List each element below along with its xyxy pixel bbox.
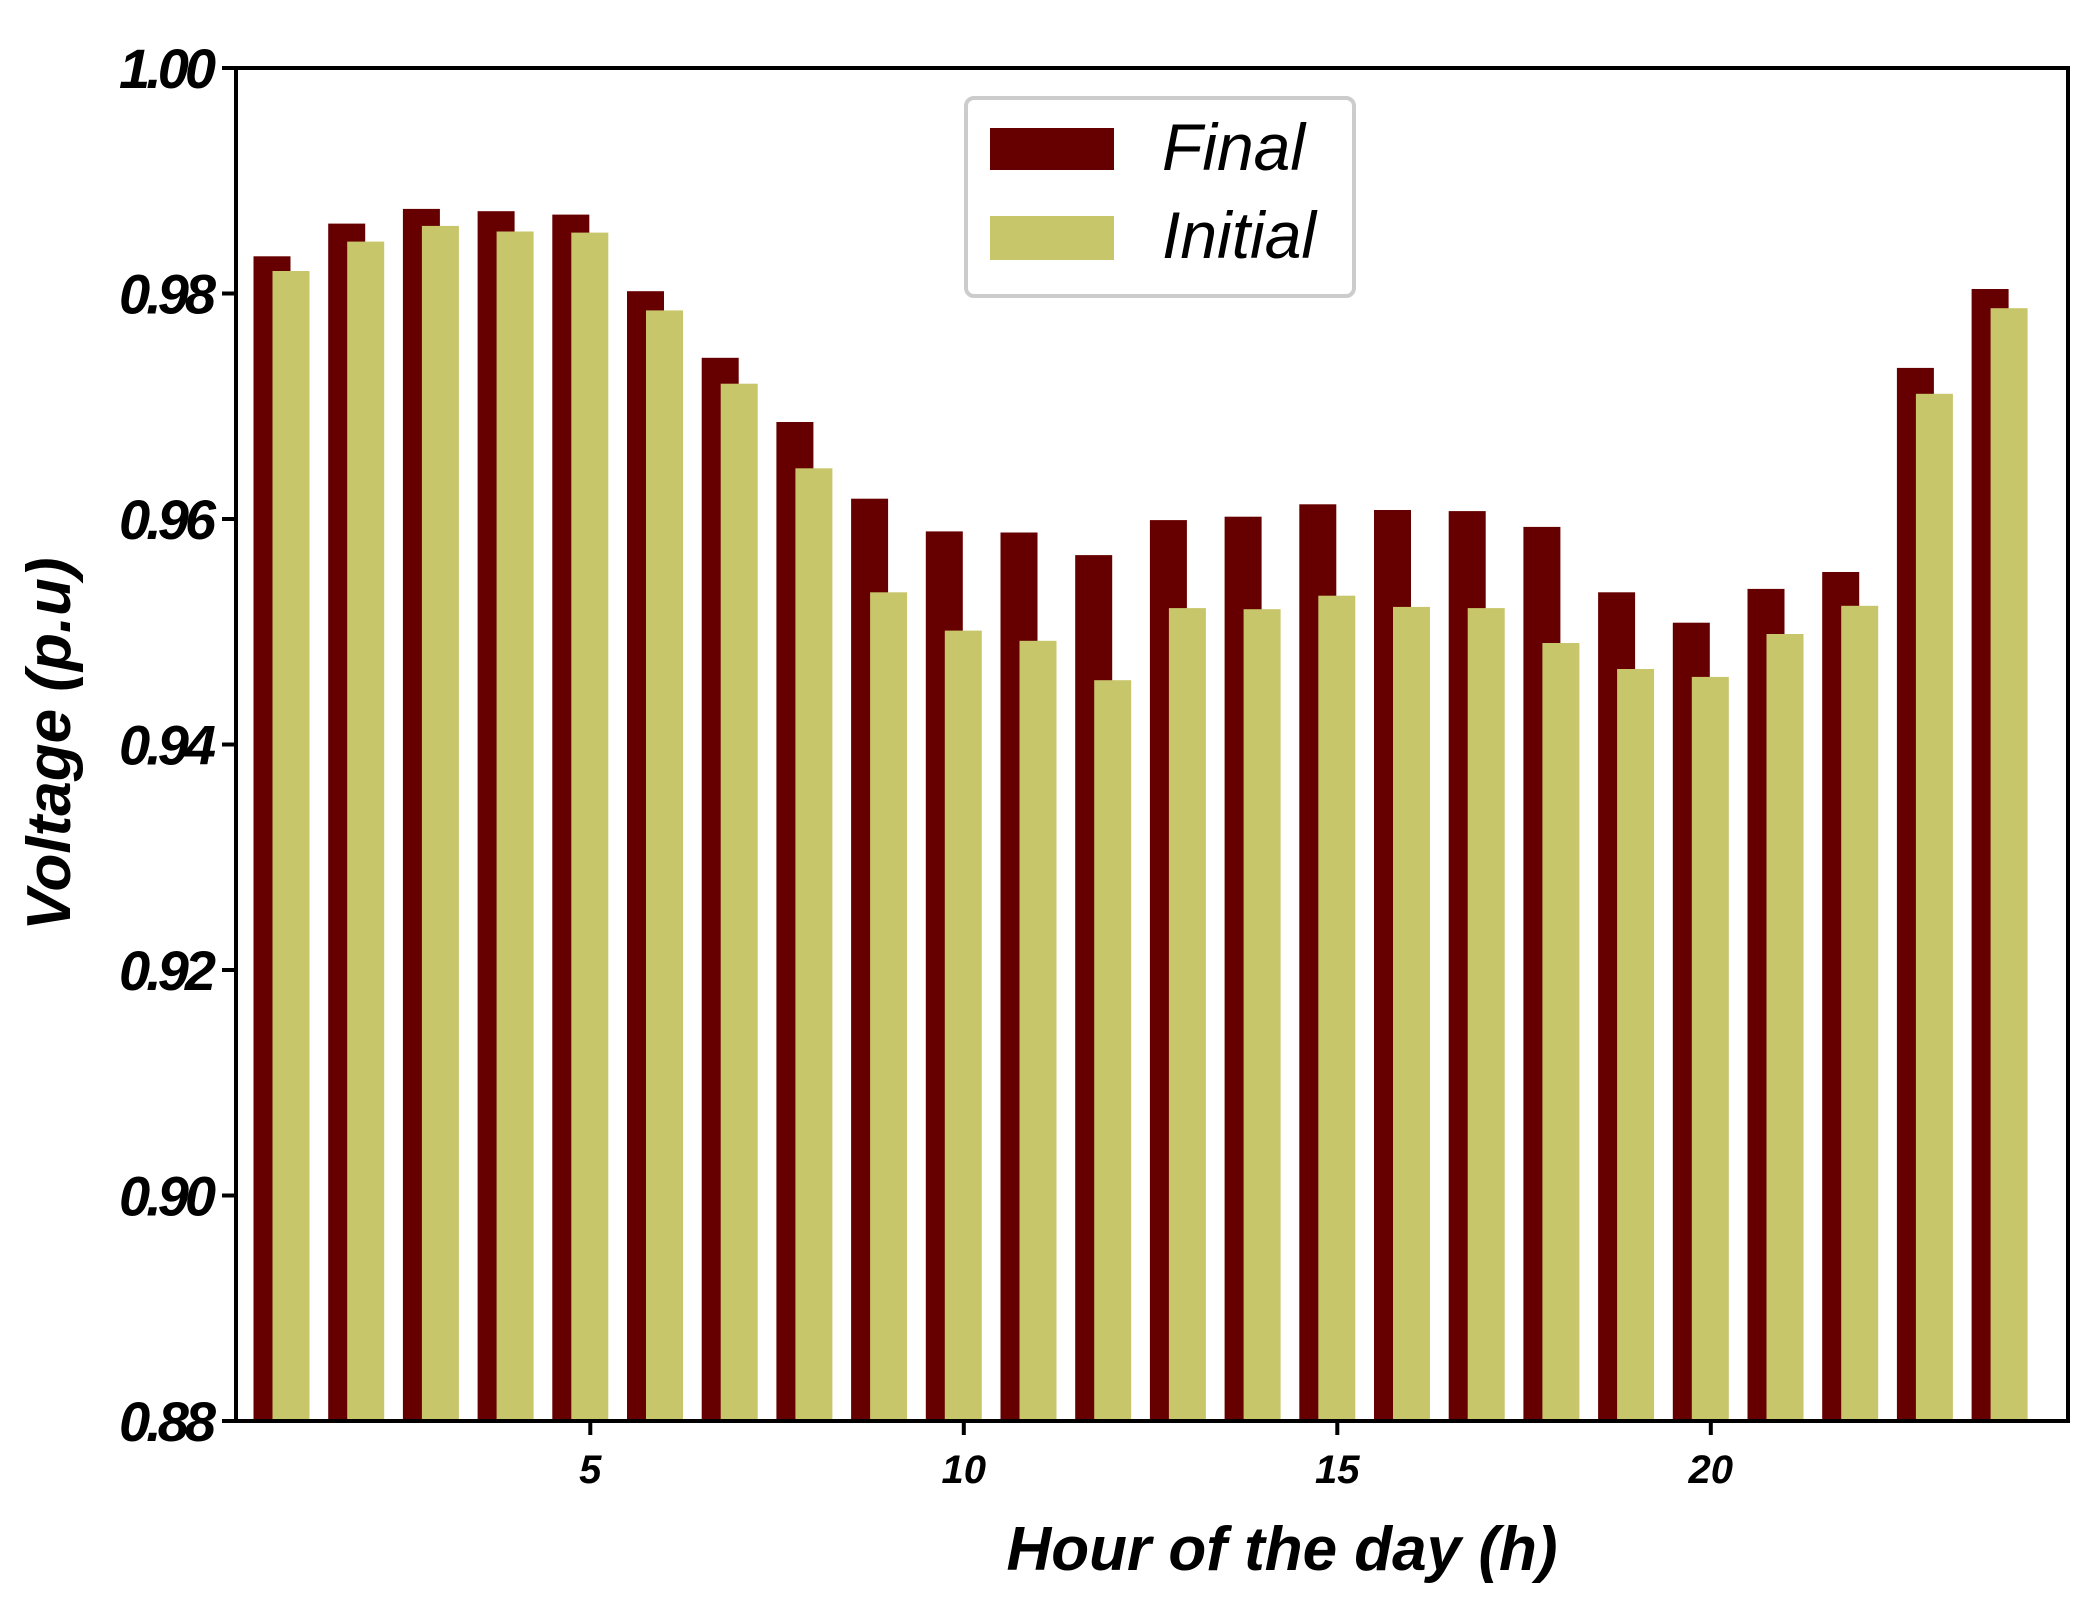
bar-initial-hour-18 (1542, 643, 1580, 1421)
x-tick-label: 15 (1315, 1448, 1360, 1492)
y-axis: 0.88 0.90 0.92 0.94 0.96 0.98 1.00 (119, 37, 236, 1453)
bar-initial-hour-4 (496, 231, 534, 1421)
bars-group (253, 208, 2028, 1422)
x-tick-label: 10 (942, 1448, 987, 1492)
legend-swatch-final (990, 128, 1114, 170)
bar-initial-hour-15 (1318, 595, 1356, 1421)
bar-initial-hour-2 (347, 241, 385, 1422)
bar-initial-hour-16 (1393, 606, 1430, 1421)
bar-initial-hour-12 (1094, 680, 1132, 1421)
legend-label-initial: Initial (1162, 198, 1318, 272)
bar-initial-hour-5 (571, 232, 609, 1422)
bar-initial-hour-11 (1019, 640, 1057, 1421)
bar-initial-hour-19 (1617, 669, 1655, 1421)
y-tick-label: 0.88 (119, 1390, 217, 1453)
bar-initial-hour-21 (1766, 634, 1804, 1421)
bar-initial-hour-23 (1915, 393, 1953, 1421)
bar-initial-hour-22 (1841, 605, 1879, 1421)
y-tick-label: 0.96 (119, 488, 217, 551)
y-axis-title: Voltage (p.u) (15, 557, 84, 930)
bar-initial-hour-10 (944, 630, 982, 1421)
x-axis-title: Hour of the day (h) (1006, 1515, 1557, 1584)
x-tick-label: 5 (579, 1448, 602, 1492)
legend-swatch-initial (990, 216, 1114, 260)
bar-initial-hour-7 (720, 383, 758, 1422)
legend: Final Initial (964, 96, 1356, 298)
bar-initial-hour-24 (1990, 308, 2028, 1422)
bar-initial-hour-17 (1467, 608, 1505, 1421)
bar-initial-hour-1 (272, 271, 310, 1421)
x-tick-label: 20 (1688, 1448, 1734, 1492)
y-tick-label: 0.98 (119, 263, 217, 326)
bar-initial-hour-8 (795, 468, 833, 1421)
bar-initial-hour-3 (421, 225, 459, 1421)
bar-initial-hour-20 (1691, 676, 1729, 1421)
y-tick-label: 0.94 (119, 714, 216, 777)
y-tick-label: 0.92 (119, 939, 216, 1002)
legend-label-final: Final (1162, 110, 1307, 184)
x-axis: 5 10 15 20 (579, 1421, 1733, 1492)
bar-initial-hour-6 (646, 310, 683, 1421)
bar-initial-hour-9 (870, 592, 908, 1421)
y-tick-label: 0.90 (119, 1165, 216, 1228)
bar-initial-hour-14 (1243, 609, 1281, 1421)
y-tick-label: 1.00 (119, 37, 216, 100)
bar-initial-hour-13 (1168, 608, 1206, 1421)
